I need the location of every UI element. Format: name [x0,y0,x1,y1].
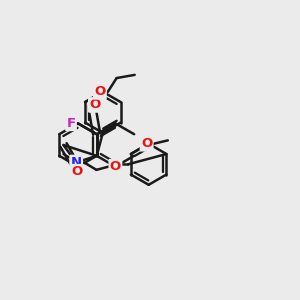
Text: F: F [66,117,76,130]
Text: O: O [110,160,121,173]
Text: O: O [89,98,100,111]
Text: O: O [72,165,83,178]
Text: N: N [70,156,82,169]
Text: O: O [94,85,106,98]
Text: O: O [141,137,152,150]
